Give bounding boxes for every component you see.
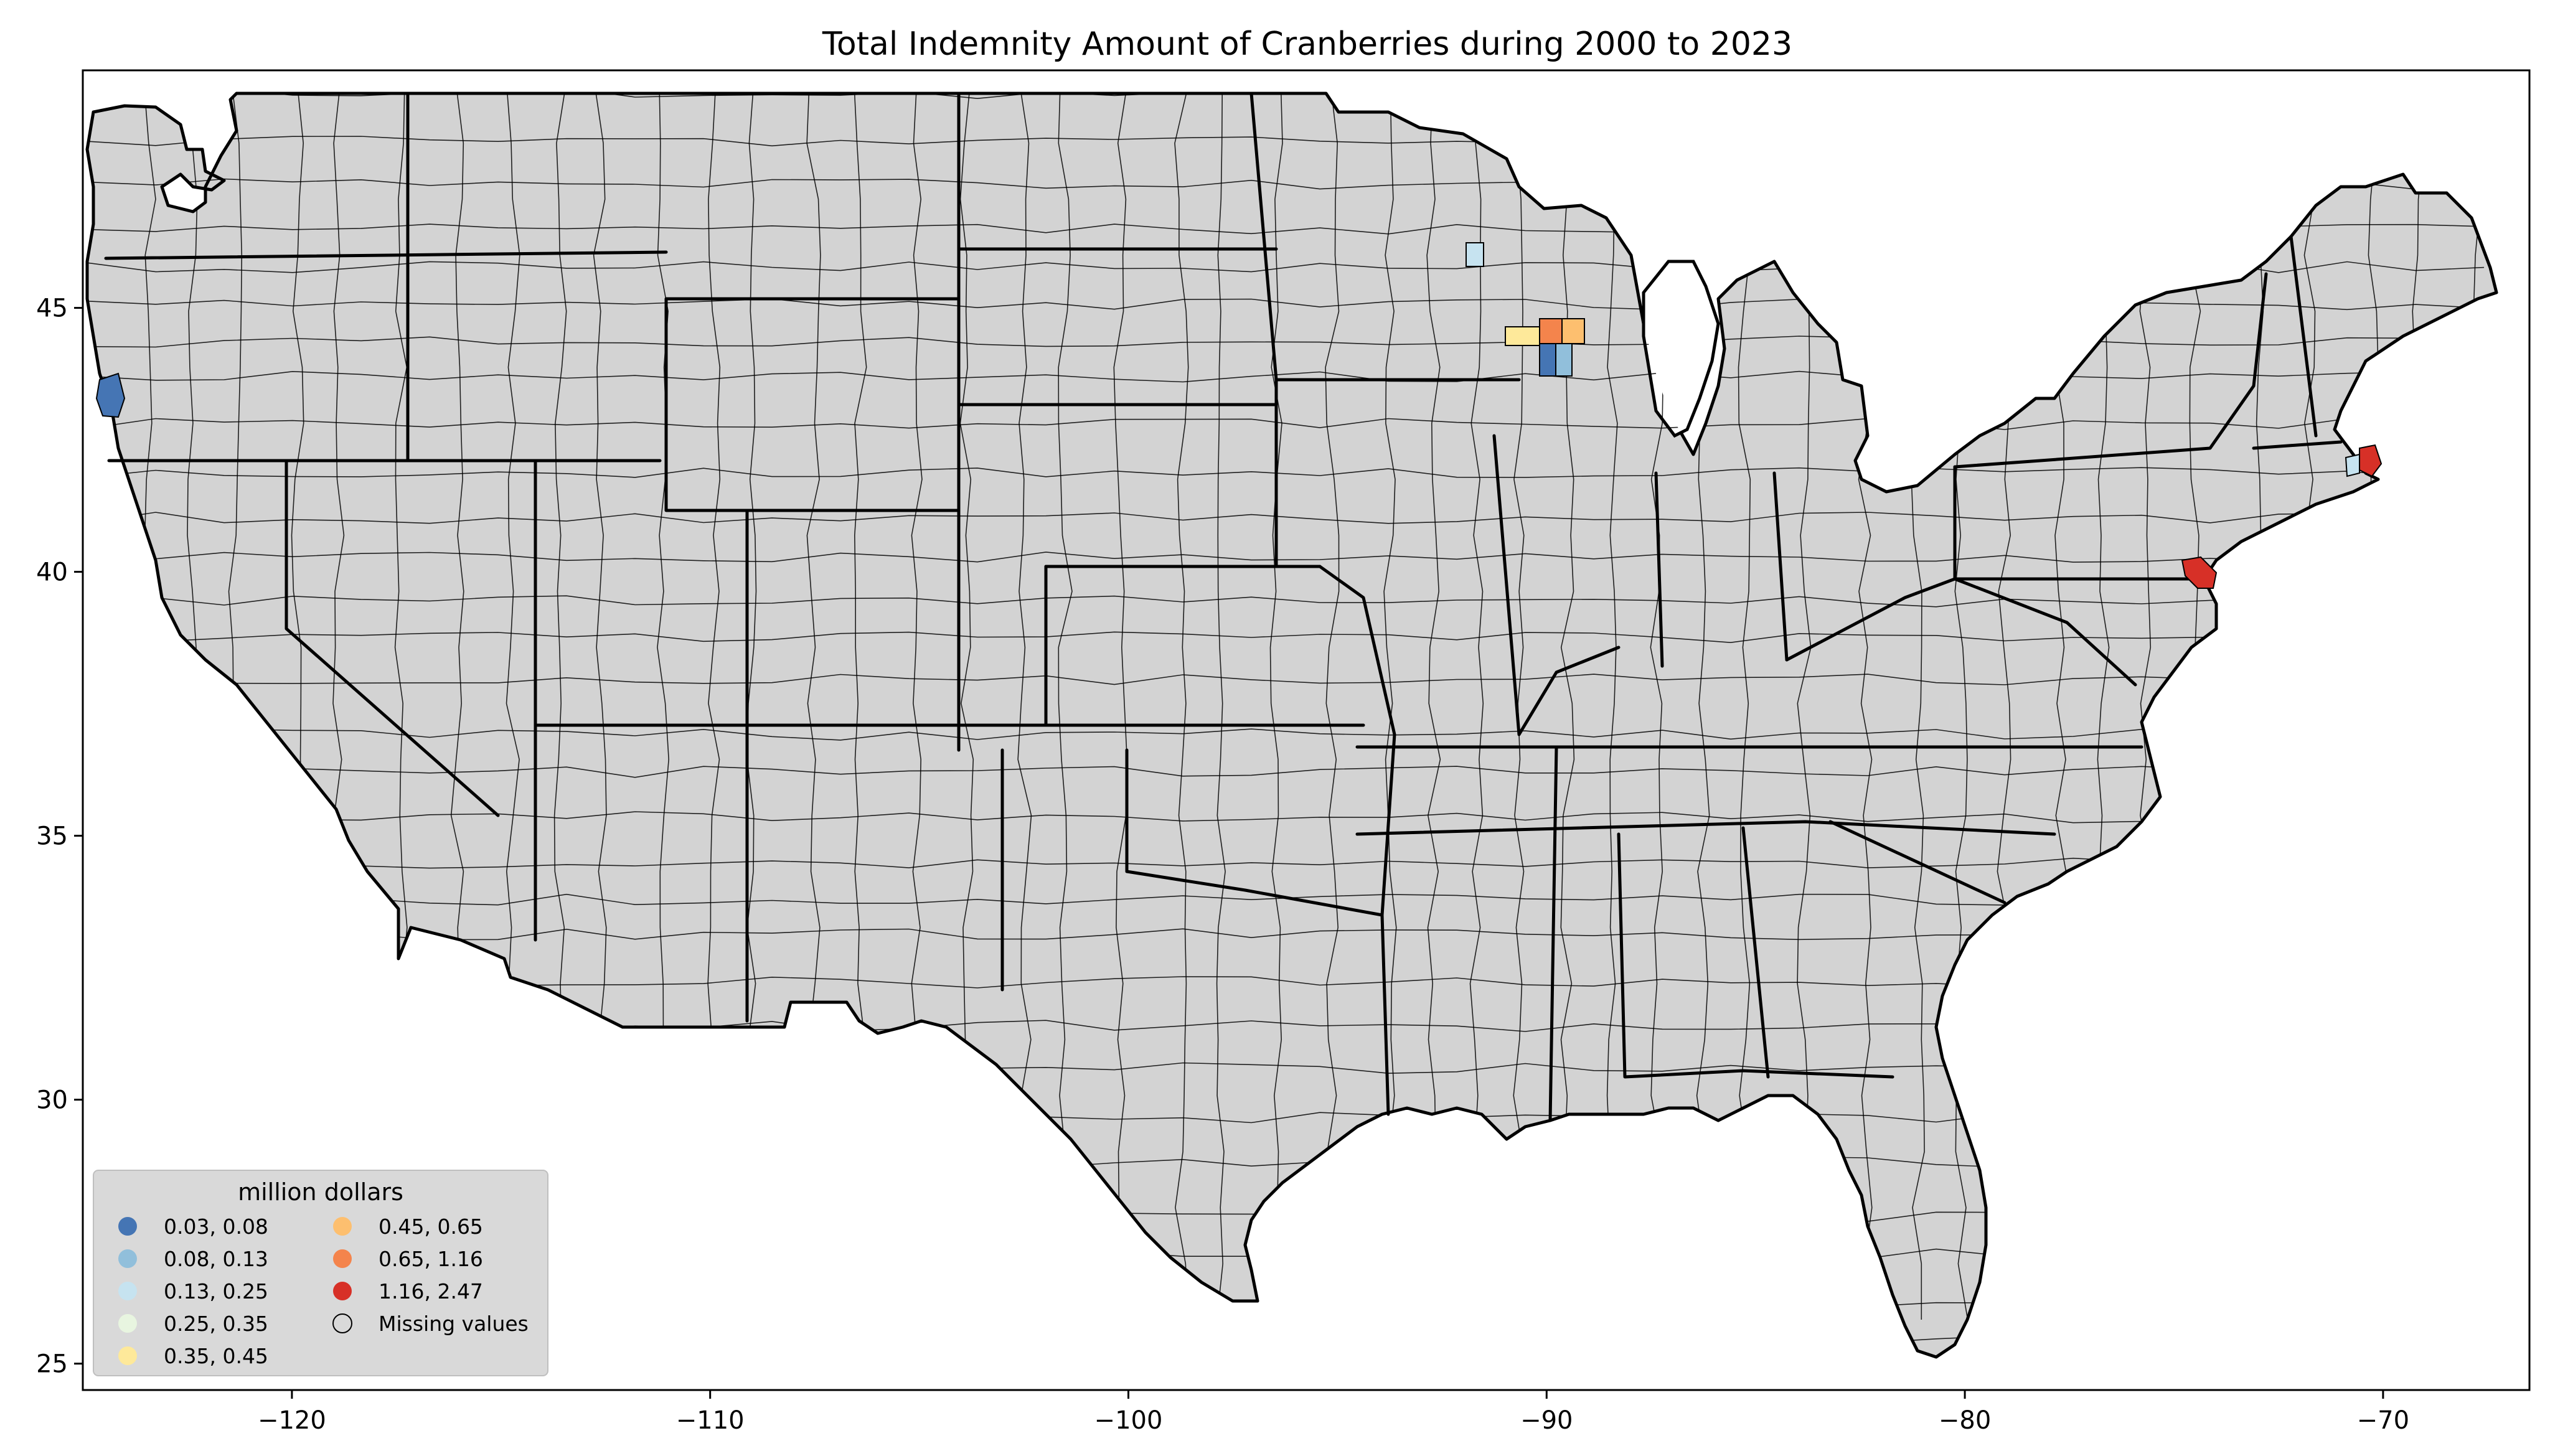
county-line: [1216, 93, 1226, 1320]
legend-box: [93, 1170, 548, 1376]
county-line: [87, 595, 2485, 608]
wisconsin-county-e: [1539, 343, 1556, 377]
y-axis: 25 30 35 40 45: [36, 294, 83, 1379]
legend-label: Missing values: [379, 1312, 529, 1336]
county-line: [1325, 93, 1340, 1320]
county-line: [87, 467, 2485, 478]
y-tick-label: 35: [36, 822, 68, 851]
wisconsin-county-b: [1505, 326, 1540, 346]
chart-title: Total Indemnity Amount of Cranberries du…: [822, 26, 1792, 63]
x-tick-label: −100: [1094, 1406, 1163, 1435]
county-line: [87, 728, 2485, 741]
x-tick-label: −110: [676, 1406, 745, 1435]
county-line: [1383, 93, 1397, 1320]
legend-label: 0.08, 0.13: [164, 1247, 268, 1271]
county-line: [1113, 93, 1128, 1320]
lake-michigan: [1642, 260, 1720, 438]
wisconsin-county-f: [1555, 343, 1573, 377]
county-line: [87, 552, 2485, 563]
county-line: [1426, 93, 1441, 1320]
x-tick-label: −120: [258, 1406, 326, 1435]
wisconsin-county-c: [1539, 318, 1563, 344]
county-line: [87, 370, 2485, 383]
legend-label: 0.65, 1.16: [379, 1247, 483, 1271]
x-tick-label: −80: [1939, 1406, 1991, 1435]
county-line: [87, 674, 2485, 685]
legend-marker: [332, 1313, 352, 1333]
y-tick-label: 25: [36, 1350, 68, 1379]
legend-marker: [118, 1282, 137, 1300]
legend-label: 0.45, 0.65: [379, 1214, 483, 1239]
county-line: [87, 857, 2485, 869]
legend-label: 0.13, 0.25: [164, 1279, 268, 1303]
county-line: [87, 766, 2485, 778]
x-axis: −120 −110 −100 −90 −80 −70: [258, 1390, 2409, 1435]
legend-label: 0.25, 0.35: [164, 1312, 268, 1336]
county-line: [87, 418, 2485, 430]
state-boundaries: [104, 92, 2343, 1122]
legend-entries: 0.03, 0.08 0.08, 0.13 0.13, 0.25 0.25, 0.35…: [118, 1214, 529, 1368]
legend-label: 1.16, 2.47: [379, 1279, 483, 1303]
county-line: [87, 512, 2485, 524]
highlighted-counties: [95, 242, 2383, 589]
legend-title: million dollars: [238, 1178, 403, 1206]
county-line: [87, 811, 2485, 824]
wisconsin-county-a: [1466, 242, 1484, 267]
legend-label: 0.35, 0.45: [164, 1344, 268, 1368]
wisconsin-county-d: [1561, 318, 1585, 344]
legend-marker: [118, 1217, 137, 1236]
legend: million dollars 0.03, 0.08 0.08, 0.13 0.13…: [93, 1170, 548, 1376]
new-jersey-burlington: [2181, 556, 2218, 589]
legend-marker: [333, 1249, 352, 1268]
county-line: [1606, 93, 1621, 1320]
x-tick-label: −90: [1520, 1406, 1573, 1435]
county-line: [1174, 93, 1189, 1320]
y-tick-label: 30: [36, 1086, 68, 1115]
legend-marker: [333, 1282, 352, 1300]
county-line: [87, 631, 2485, 644]
y-tick-label: 45: [36, 294, 68, 323]
county-line: [1513, 93, 1526, 1320]
legend-marker: [118, 1346, 137, 1365]
county-line: [1269, 93, 1283, 1320]
legend-marker: [118, 1314, 137, 1333]
legend-marker: [333, 1217, 352, 1236]
x-tick-label: −70: [2357, 1406, 2409, 1435]
massachusetts-bristol: [2345, 453, 2360, 477]
y-tick-label: 40: [36, 558, 68, 587]
county-line: [1560, 93, 1575, 1320]
legend-marker: [118, 1249, 137, 1268]
oregon-coos-county: [95, 372, 126, 418]
county-line: [1058, 93, 1073, 1320]
legend-label: 0.03, 0.08: [164, 1214, 268, 1239]
